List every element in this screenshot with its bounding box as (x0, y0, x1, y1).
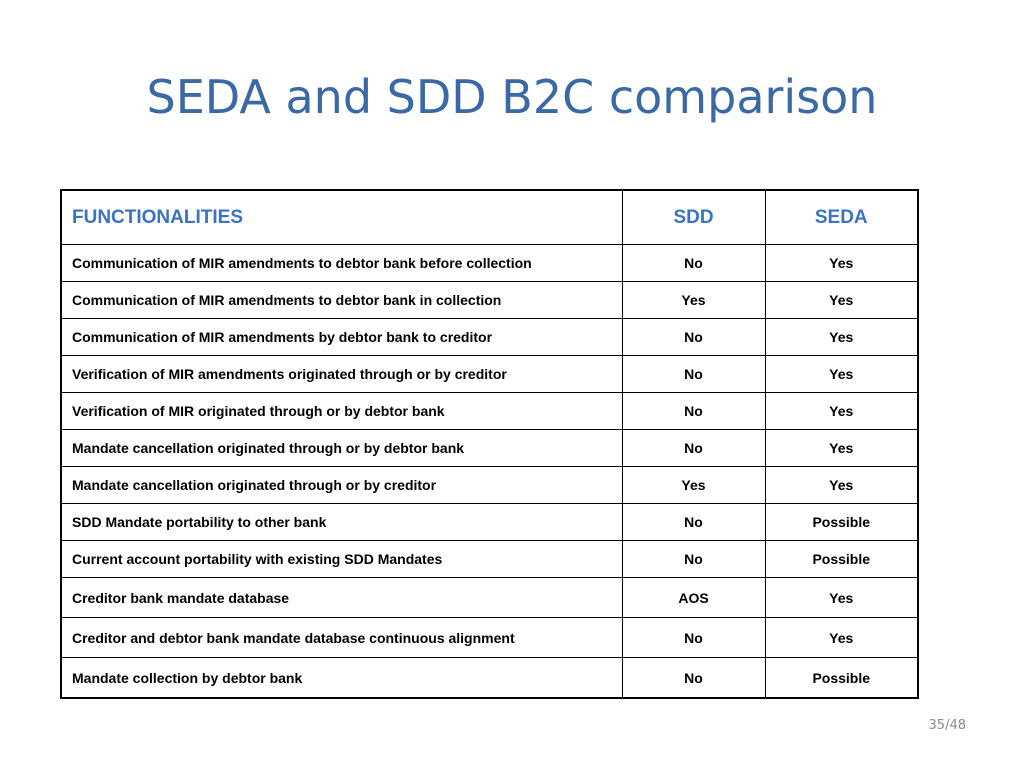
table-row: Creditor and debtor bank mandate databas… (60, 617, 919, 658)
table-row: Communication of MIR amendments to debto… (60, 244, 919, 282)
table-row: Mandate collection by debtor bank No Pos… (60, 657, 919, 699)
sdd-cell: Yes (621, 466, 766, 504)
sdd-cell: No (621, 244, 766, 282)
comparison-table: FUNCTIONALITIES SDD SEDA Communication o… (60, 189, 919, 699)
functionality-cell: Creditor and debtor bank mandate databas… (60, 617, 623, 658)
page-number: 35/48 (928, 718, 966, 733)
table-row: Current account portability with existin… (60, 540, 919, 578)
header-functionalities: FUNCTIONALITIES (60, 189, 623, 245)
seda-cell: Yes (764, 466, 919, 504)
seda-cell: Yes (764, 617, 919, 658)
functionality-cell: Verification of MIR originated through o… (60, 392, 623, 430)
table-row: Verification of MIR amendments originate… (60, 355, 919, 393)
table-row: Communication of MIR amendments to debto… (60, 281, 919, 319)
table-row: Communication of MIR amendments by debto… (60, 318, 919, 356)
table-row: Creditor bank mandate database AOS Yes (60, 577, 919, 618)
table-row: SDD Mandate portability to other bank No… (60, 503, 919, 541)
sdd-cell: No (621, 657, 766, 699)
comparison-table-container: FUNCTIONALITIES SDD SEDA Communication o… (60, 189, 919, 699)
functionality-cell: Mandate cancellation originated through … (60, 466, 623, 504)
sdd-cell: No (621, 355, 766, 393)
functionality-cell: Verification of MIR amendments originate… (60, 355, 623, 393)
seda-cell: Yes (764, 392, 919, 430)
seda-cell: Possible (764, 503, 919, 541)
functionality-cell: Current account portability with existin… (60, 540, 623, 578)
slide-title: SEDA and SDD B2C comparison (146, 70, 878, 124)
seda-cell: Possible (764, 540, 919, 578)
sdd-cell: No (621, 392, 766, 430)
functionality-cell: Communication of MIR amendments to debto… (60, 244, 623, 282)
sdd-cell: AOS (621, 577, 766, 618)
table-row: Verification of MIR originated through o… (60, 392, 919, 430)
header-sdd: SDD (621, 189, 766, 245)
header-seda: SEDA (764, 189, 919, 245)
seda-cell: Yes (764, 244, 919, 282)
table-row: Mandate cancellation originated through … (60, 429, 919, 467)
sdd-cell: No (621, 503, 766, 541)
functionality-cell: Creditor bank mandate database (60, 577, 623, 618)
sdd-cell: No (621, 617, 766, 658)
sdd-cell: No (621, 429, 766, 467)
sdd-cell: No (621, 318, 766, 356)
sdd-cell: No (621, 540, 766, 578)
table-row: Mandate cancellation originated through … (60, 466, 919, 504)
seda-cell: Yes (764, 429, 919, 467)
seda-cell: Yes (764, 281, 919, 319)
seda-cell: Yes (764, 577, 919, 618)
functionality-cell: Communication of MIR amendments by debto… (60, 318, 623, 356)
seda-cell: Possible (764, 657, 919, 699)
functionality-cell: Mandate cancellation originated through … (60, 429, 623, 467)
table-header-row: FUNCTIONALITIES SDD SEDA (60, 189, 919, 245)
functionality-cell: Mandate collection by debtor bank (60, 657, 623, 699)
seda-cell: Yes (764, 318, 919, 356)
seda-cell: Yes (764, 355, 919, 393)
functionality-cell: SDD Mandate portability to other bank (60, 503, 623, 541)
functionality-cell: Communication of MIR amendments to debto… (60, 281, 623, 319)
sdd-cell: Yes (621, 281, 766, 319)
